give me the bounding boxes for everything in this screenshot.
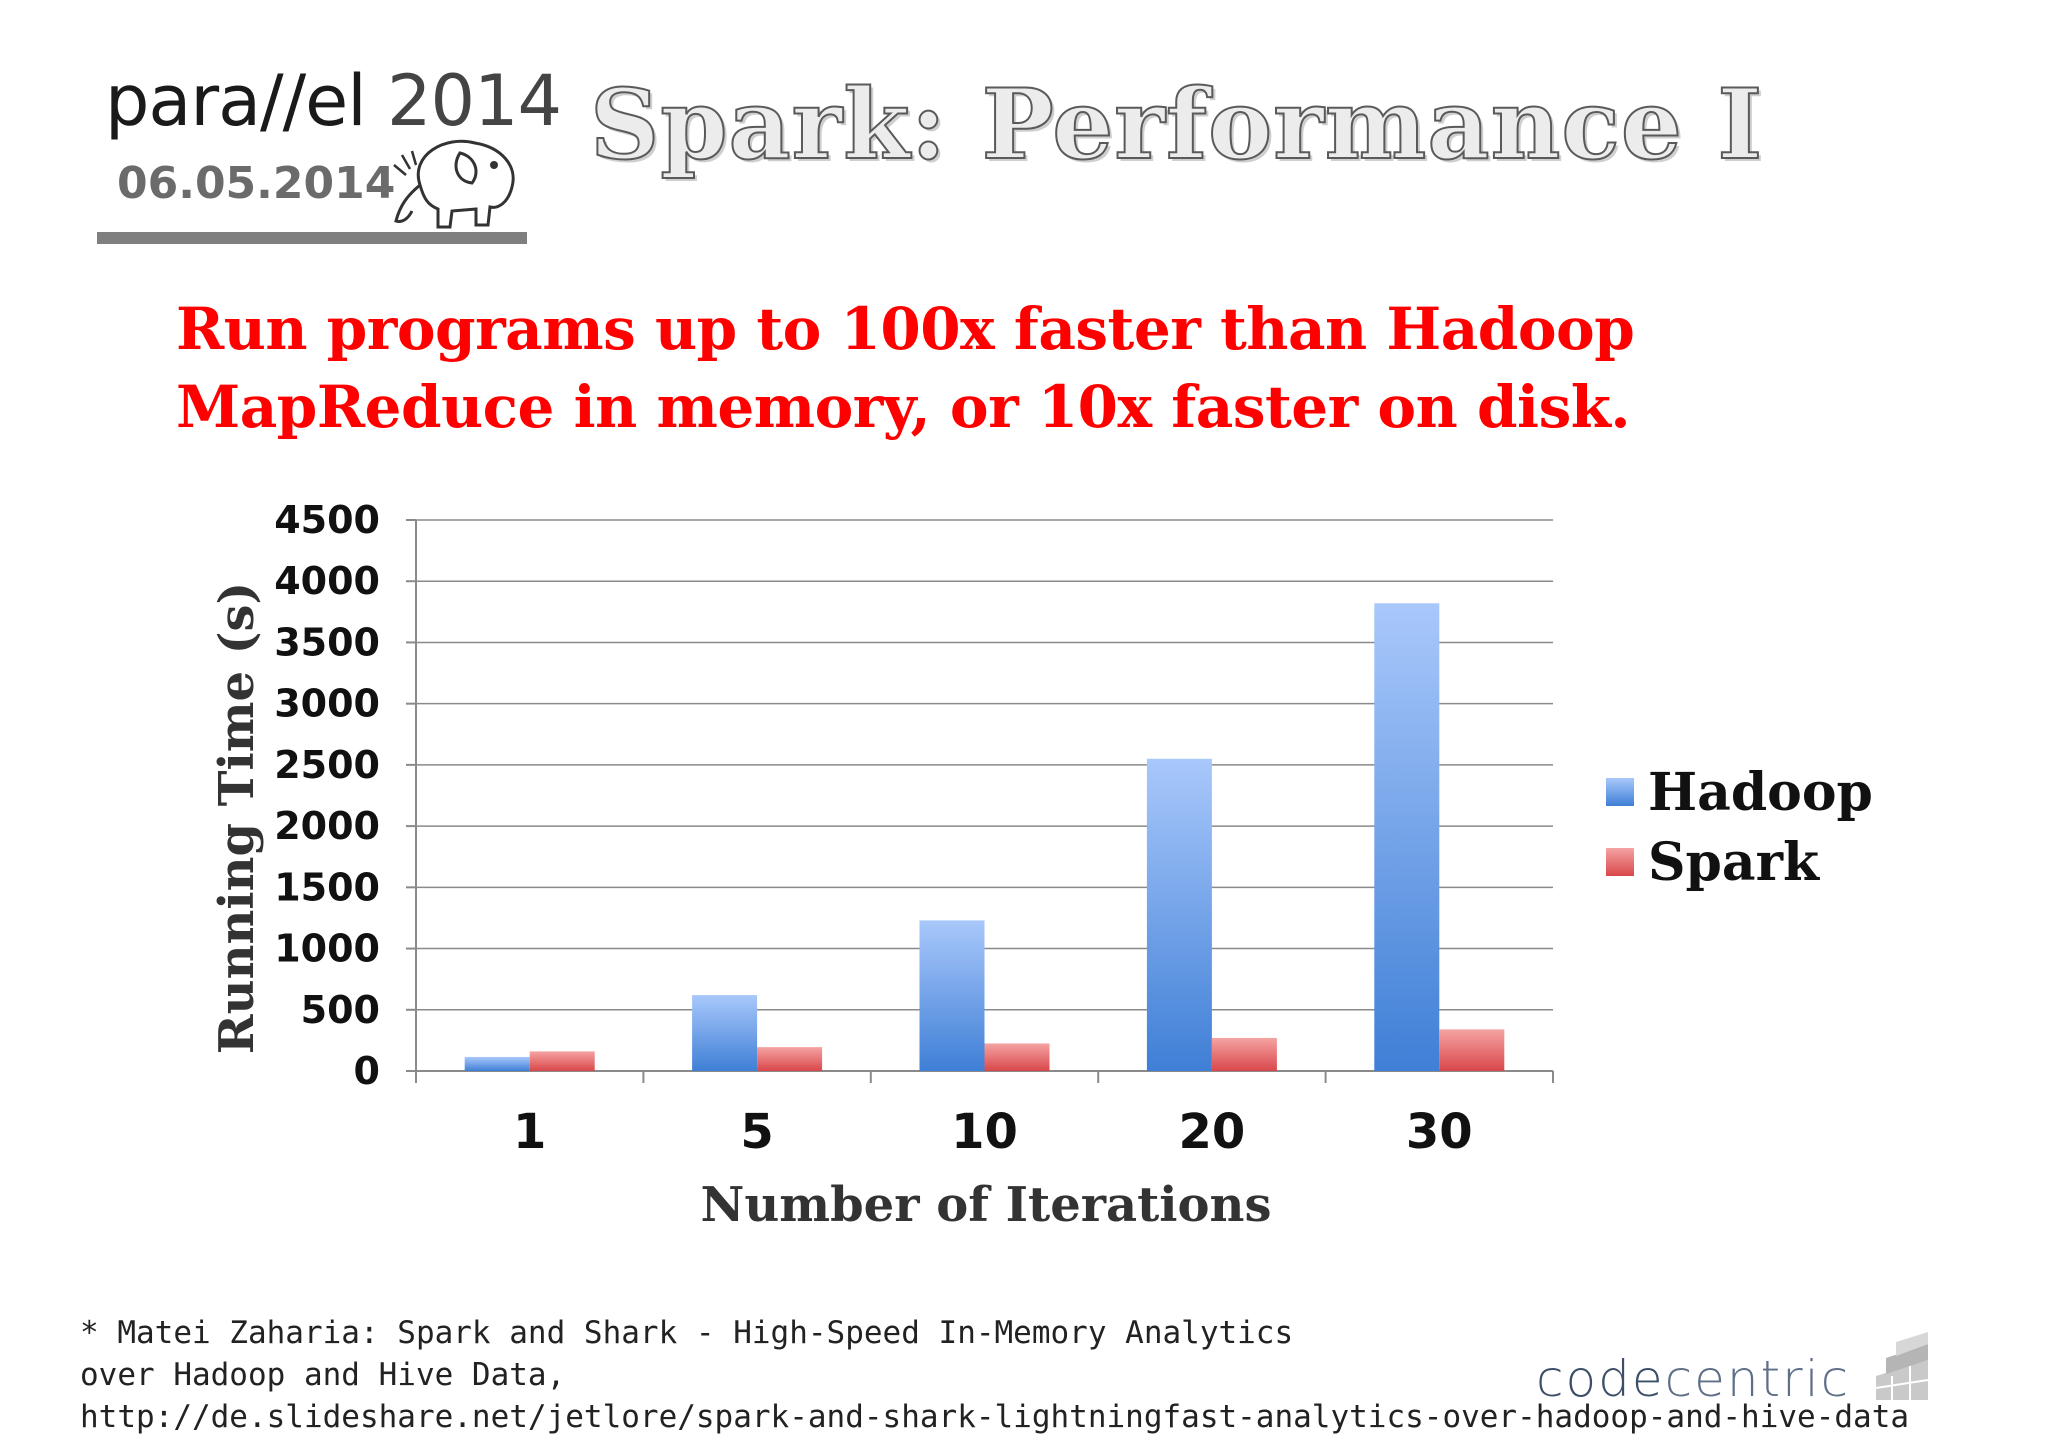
legend: Hadoop Spark <box>1606 762 1873 893</box>
y-tick-label: 4000 <box>274 559 380 603</box>
bar-hadoop <box>692 995 758 1071</box>
bar-spark <box>984 1043 1050 1071</box>
bars <box>464 603 1505 1071</box>
source-footnote: * Matei Zaharia: Spark and Shark - High-… <box>80 1312 1909 1438</box>
y-axis-title: Running Time (s) <box>209 582 265 1054</box>
y-tick-label: 2500 <box>274 743 380 787</box>
y-tick-label: 500 <box>301 988 380 1032</box>
x-tick-label: 30 <box>1406 1104 1473 1160</box>
event-logo: para//el 2014 06.05.2014 <box>95 60 562 250</box>
footnote-line-3: http://de.slideshare.net/jetlore/spark-a… <box>80 1399 1910 1435</box>
legend-label-hadoop: Hadoop <box>1648 762 1873 823</box>
brand-part-2: centric <box>1664 1350 1851 1408</box>
x-tick-label: 1 <box>513 1104 546 1160</box>
brand-part-1: code <box>1536 1350 1665 1408</box>
footnote-line-2: over Hadoop and Hive Data, <box>80 1357 566 1393</box>
y-tick-label: 2000 <box>274 804 380 848</box>
bar-hadoop <box>1374 603 1440 1071</box>
y-tick-labels: 0 500 1000 1500 2000 2500 3000 3500 4000 4500 <box>274 498 380 1093</box>
bar-spark <box>529 1051 595 1071</box>
bar-hadoop <box>919 920 985 1071</box>
x-tick-label: 10 <box>951 1104 1018 1160</box>
legend-swatch-hadoop <box>1606 778 1634 806</box>
x-tick-labels: 1 5 10 20 30 <box>513 1104 1473 1160</box>
y-tick-label: 1500 <box>274 865 380 909</box>
headline-line-1: Run programs up to 100x faster than Hado… <box>176 295 1635 363</box>
x-tick-label: 5 <box>740 1104 773 1160</box>
brand-mark-icon <box>1875 1332 1929 1400</box>
logo-underline <box>97 232 527 244</box>
y-tick-label: 0 <box>354 1049 380 1093</box>
y-tick-label: 3000 <box>274 682 380 726</box>
footnote-line-1: * Matei Zaharia: Spark and Shark - High-… <box>80 1315 1294 1351</box>
logo-year: 2014 <box>386 60 562 142</box>
slide-title: Spark: Performance I <box>589 67 1764 182</box>
bar-hadoop <box>1146 758 1212 1071</box>
event-date: 06.05.2014 <box>117 158 396 209</box>
logo-name: para//el <box>105 60 367 142</box>
bar-spark <box>757 1047 823 1071</box>
bar-spark <box>1439 1029 1505 1071</box>
y-tick-label: 3500 <box>274 620 380 664</box>
elephant-icon <box>393 139 515 229</box>
legend-swatch-spark <box>1606 848 1634 876</box>
y-tick-label: 1000 <box>274 927 380 971</box>
brand-wordmark: codecentric <box>1536 1350 1850 1408</box>
headline: Run programs up to 100x faster than Hado… <box>176 290 1696 446</box>
x-axis-title: Number of Iterations <box>701 1177 1272 1233</box>
logo-wordmark: para//el 2014 <box>105 60 562 142</box>
y-tick-label: 4500 <box>274 498 380 542</box>
x-tick-label: 20 <box>1179 1104 1246 1160</box>
bar-hadoop <box>464 1056 530 1071</box>
bar-spark <box>1211 1037 1277 1071</box>
brand-logo: codecentric <box>1536 1330 1936 1410</box>
legend-label-spark: Spark <box>1648 832 1820 893</box>
headline-line-2: MapReduce in memory, or 10x faster on di… <box>176 373 1631 441</box>
